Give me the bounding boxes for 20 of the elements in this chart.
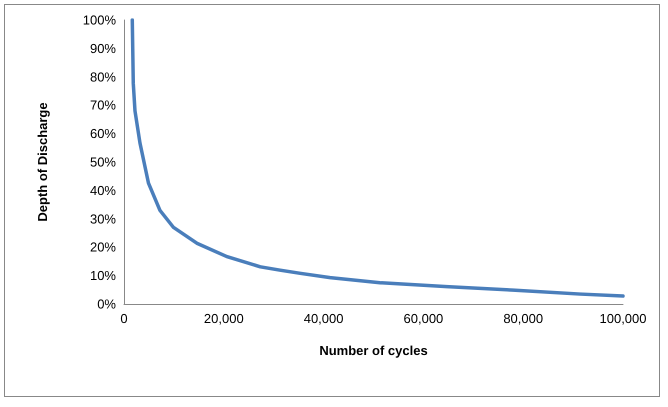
y-tick-label: 40%	[90, 182, 116, 198]
y-tick-label: 70%	[90, 98, 116, 113]
x-tick-label: 60,000	[404, 311, 444, 326]
y-tick-label: 60%	[90, 126, 116, 142]
y-axis-title: Depth of Discharge	[35, 102, 50, 222]
x-tick-label: 100,000	[600, 311, 646, 326]
y-tick-label: 80%	[90, 69, 116, 84]
y-tick-label: 0%	[97, 296, 116, 312]
x-tick-label: 0	[120, 311, 128, 326]
x-tick-label: 20,000	[204, 311, 244, 326]
y-tick-label: 10%	[90, 268, 116, 284]
x-tick-label: 80,000	[503, 311, 544, 326]
y-tick-label: 20%	[90, 240, 116, 255]
line-series	[130, 18, 625, 298]
x-tick-label: 40,000	[304, 311, 344, 326]
y-tick-label: 50%	[90, 154, 116, 170]
y-tick-label: 100%	[82, 12, 116, 28]
y-tick-label: 90%	[90, 40, 116, 56]
y-tick-label: 30%	[90, 211, 116, 226]
x-axis-title: Number of cycles	[319, 343, 428, 358]
